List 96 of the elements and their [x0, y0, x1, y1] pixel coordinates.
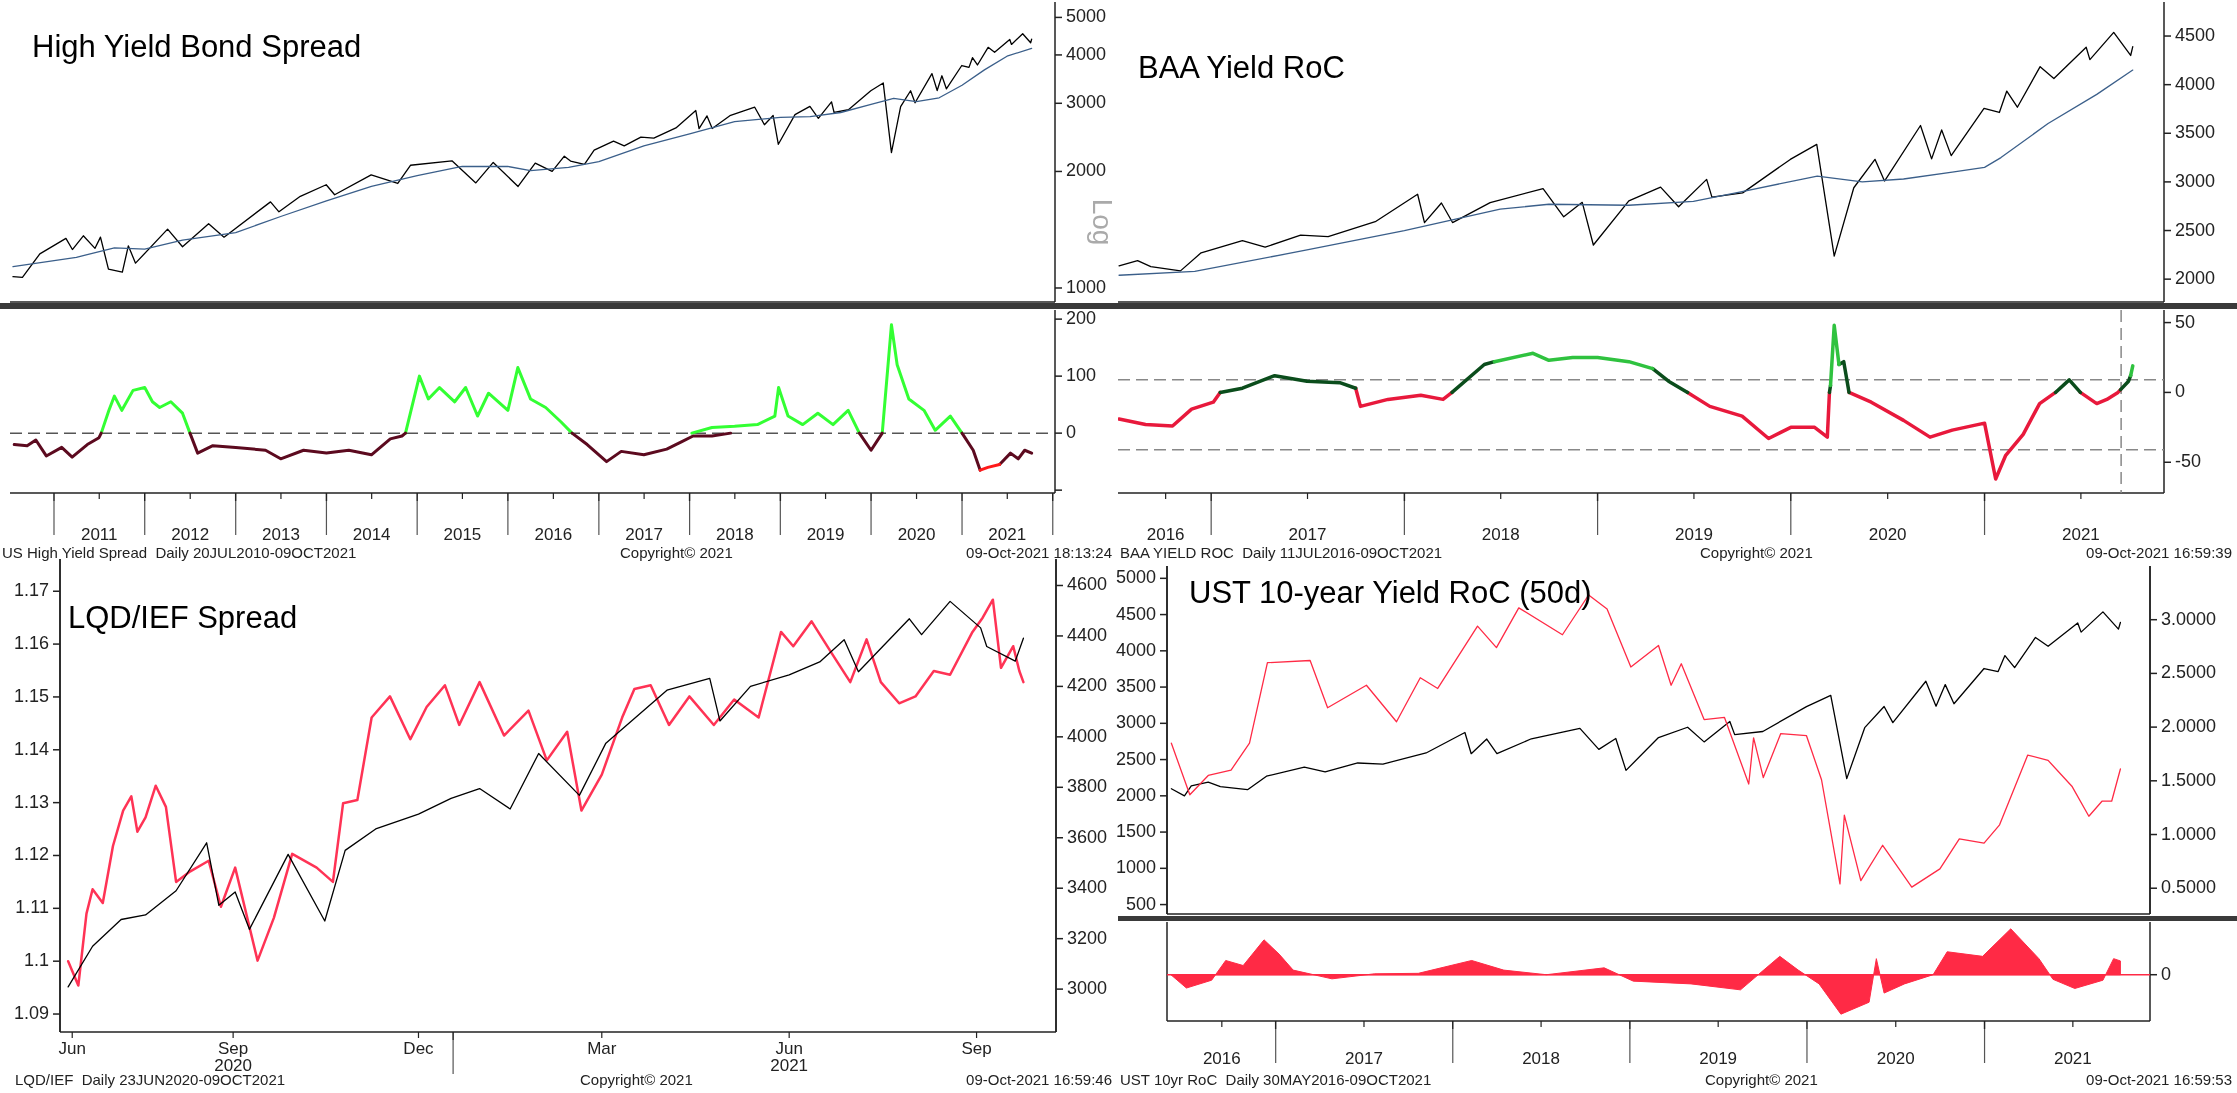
text: LQD/IEF Spread	[68, 600, 298, 635]
line-series	[1170, 611, 2122, 797]
y2-tick-label: 3800	[1067, 776, 1108, 797]
x-tick-label: 2021	[2053, 1049, 2092, 1069]
y-tick-label: 1.13	[13, 791, 49, 812]
text: 09-Oct-2021 16:59:46	[966, 1071, 1112, 1088]
x-tick-label: 2020	[897, 525, 936, 545]
y2-tick-label: 3600	[1067, 826, 1108, 847]
y2-tick-label: 0.5000	[2161, 876, 2217, 897]
x-tick-label: Dec	[403, 1039, 435, 1059]
y2-tick-label: 3.0000	[2161, 608, 2217, 629]
y-tick-label: 4500	[1115, 603, 1156, 624]
y-tick-label: 1000	[1066, 276, 1107, 297]
y2-tick-label: 3200	[1067, 927, 1108, 948]
y-tick-label: -50	[2175, 451, 2202, 472]
x-tick-label: Jun 2021	[770, 1039, 809, 1076]
y-tick-label: 4000	[2175, 73, 2216, 94]
y2-tick-label: 1.5000	[2161, 769, 2217, 790]
y-tick-label: 1.16	[13, 632, 49, 653]
y-tick-label: 3000	[2175, 170, 2216, 191]
y-tick-label: 50	[2175, 311, 2196, 332]
y-tick-label: 1.15	[13, 685, 49, 706]
y2-tick-label: 1.0000	[2161, 823, 2217, 844]
x-tick-label: 2015	[443, 525, 482, 545]
chart-title: UST 10-year Yield RoC (50d)	[1189, 575, 1592, 610]
annotation: US High Yield Spread Daily 20JUL2010-09OCT2021	[2, 544, 357, 561]
y-tick-label: 4000	[1066, 43, 1107, 64]
x-tick-label: 2012	[171, 525, 210, 545]
x-tick-label: 2019	[1699, 1049, 1738, 1069]
text: Copyright© 2021	[580, 1071, 693, 1088]
x-tick-label: 2018	[1522, 1049, 1560, 1069]
ref-line-label: 0	[2161, 963, 2172, 984]
x-tick-label: 2017	[1345, 1049, 1383, 1069]
x-tick-label: 2016	[1146, 525, 1185, 545]
y2-tick-label: 4600	[1067, 574, 1108, 595]
text: BAA YIELD ROC Daily 11JUL2016-09OCT2021	[1120, 544, 1443, 561]
annotation: 09-Oct-2021 18:13:24	[966, 544, 1112, 561]
text: UST 10yr RoC Daily 30MAY2016-09OCT2021	[1120, 1071, 1432, 1088]
y2-tick-label: 4200	[1067, 675, 1108, 696]
y-tick-label: 4000	[1115, 639, 1156, 660]
y-tick-label: 100	[1066, 364, 1097, 385]
y-tick-label: 3500	[1115, 675, 1156, 696]
y-axis-title: Log	[1086, 198, 1118, 246]
x-tick-label: 2011	[80, 525, 118, 545]
y-tick-label: 1.09	[13, 1002, 49, 1023]
y-tick-label: 1000	[1115, 857, 1156, 878]
y-tick-label: 200	[1066, 307, 1097, 328]
x-tick-label: 2018	[715, 525, 754, 545]
y2-tick-label: 2.5000	[2161, 662, 2217, 683]
y-tick-label: 2000	[1115, 784, 1156, 805]
x-tick-label: 2021	[2061, 525, 2100, 545]
text: BAA Yield RoC	[1138, 50, 1345, 85]
x-tick-label: 2020	[1876, 1049, 1915, 1069]
y2-tick-label: 3400	[1067, 876, 1108, 897]
y2-tick-label: 4400	[1067, 624, 1108, 645]
y-tick-label: 5000	[1115, 567, 1156, 588]
y-tick-label: 2500	[1115, 748, 1156, 769]
x-tick-label: 2019	[1675, 525, 1713, 545]
text: 09-Oct-2021 16:59:53	[2086, 1071, 2232, 1088]
x-tick-label: 2019	[806, 525, 845, 545]
y-tick-label: 2000	[2175, 267, 2216, 288]
y-tick-label: 1.17	[13, 579, 49, 600]
y-tick-label: 1.14	[13, 738, 49, 759]
y-tick-label: 5000	[1066, 6, 1107, 27]
y-tick-label: 0	[1066, 421, 1077, 442]
x-tick-label: 2013	[262, 525, 300, 545]
x-tick-label: Mar	[587, 1039, 617, 1059]
y-tick-label: 3500	[2175, 122, 2216, 143]
y-tick-label: 1500	[1115, 820, 1156, 841]
x-tick-label: 2016	[1202, 1049, 1241, 1069]
line-series	[1118, 31, 2134, 272]
y-tick-label: 3000	[1115, 712, 1156, 733]
y-tick-label: 4500	[2175, 24, 2216, 45]
text: Copyright© 2021	[1705, 1071, 1818, 1088]
x-tick-label: 2016	[534, 525, 573, 545]
y-tick-label: 0	[2175, 381, 2186, 402]
text: 09-Oct-2021 16:59:39	[2086, 544, 2232, 561]
text: High Yield Bond Spread	[32, 29, 362, 64]
x-tick-label: 2017	[1288, 525, 1327, 545]
x-tick-label: 2021	[988, 525, 1027, 545]
y-tick-label: 1.11	[15, 897, 49, 918]
y-tick-label: 3000	[1066, 92, 1107, 113]
x-tick-label: Sep	[961, 1039, 992, 1059]
x-tick-label: 2017	[625, 525, 664, 545]
x-tick-label: 2020	[1868, 525, 1907, 545]
y-tick-label: 2500	[2175, 219, 2216, 240]
y-tick-label: 1.1	[23, 949, 49, 970]
x-tick-label: 2018	[1481, 525, 1520, 545]
y-tick-label: 1.12	[13, 844, 49, 865]
y2-tick-label: 2.0000	[2161, 715, 2217, 736]
annotation: Copyright© 2021	[620, 544, 733, 561]
y-tick-label: 500	[1125, 893, 1156, 914]
text: Copyright© 2021	[1700, 544, 1813, 561]
x-tick-label: Jun	[58, 1039, 86, 1059]
y-tick-label: 2000	[1066, 160, 1107, 181]
x-tick-label: 2014	[352, 525, 391, 545]
